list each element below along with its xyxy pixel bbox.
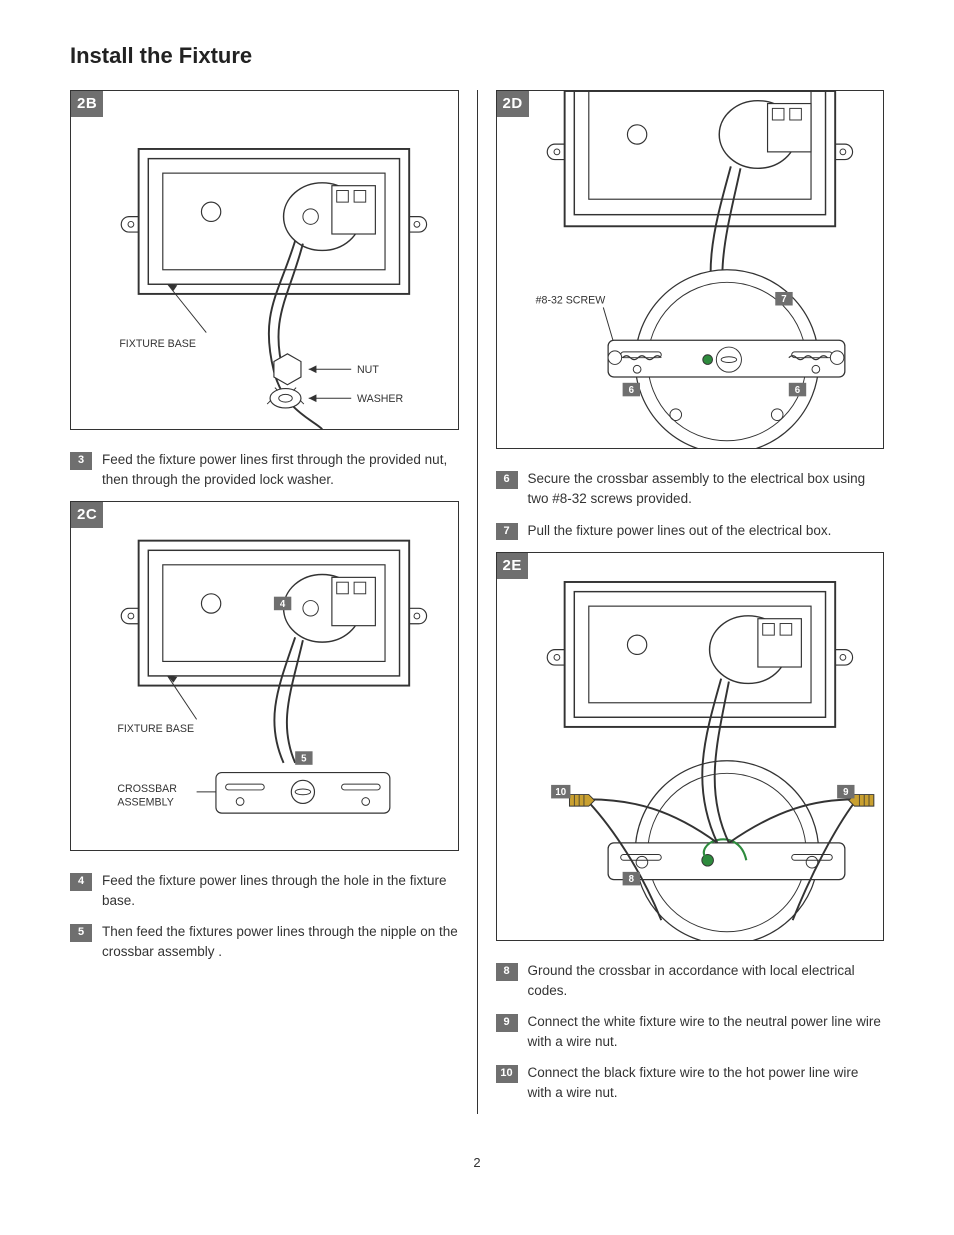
badge-8: 8 [628,875,634,886]
step-4-num: 4 [70,873,92,891]
figure-2c-label: 2C [71,502,103,528]
figure-2d-label: 2D [497,91,529,117]
left-column: 2B [70,90,477,1114]
callout-washer: WASHER [357,393,404,405]
page-title: Install the Fixture [70,40,884,72]
figure-2e: 2E [496,552,885,941]
step-3: 3 Feed the fixture power lines first thr… [70,450,459,489]
step-10: 10 Connect the black fixture wire to the… [496,1063,885,1102]
step-6-text: Secure the crossbar assembly to the elec… [528,469,885,508]
figure-2d: 2D [496,90,885,450]
step-3-num: 3 [70,452,92,470]
badge-10: 10 [555,788,566,799]
figure-2e-svg: 8 9 10 [497,553,884,940]
two-column-layout: 2B [70,90,884,1114]
step-5-num: 5 [70,924,92,942]
step-4-text: Feed the fixture power lines through the… [102,871,459,910]
badge-9: 9 [843,788,849,799]
step-8-text: Ground the crossbar in accordance with l… [528,961,885,1000]
step-6-num: 6 [496,471,518,489]
figure-2b: 2B [70,90,459,430]
svg-text:ASSEMBLY: ASSEMBLY [117,797,173,809]
step-9: 9 Connect the white fixture wire to the … [496,1012,885,1051]
step-8: 8 Ground the crossbar in accordance with… [496,961,885,1000]
figure-2e-label: 2E [497,553,528,579]
figure-2b-label: 2B [71,91,103,117]
step-7: 7 Pull the fixture power lines out of th… [496,521,885,541]
svg-text:CROSSBAR: CROSSBAR [117,783,177,795]
badge-7: 7 [781,294,786,305]
step-10-text: Connect the black fixture wire to the ho… [528,1063,885,1102]
wire-nut-left-icon [569,795,594,807]
step-6: 6 Secure the crossbar assembly to the el… [496,469,885,508]
step-10-num: 10 [496,1065,518,1083]
step-5-text: Then feed the fixtures power lines throu… [102,922,459,961]
step-5: 5 Then feed the fixtures power lines thr… [70,922,459,961]
step-4: 4 Feed the fixture power lines through t… [70,871,459,910]
callout-fixture-base-2c: FIXTURE BASE [117,723,194,735]
callout-screw: #8-32 SCREW [535,294,605,306]
right-column: 2D [477,90,885,1114]
figure-2c: 2C 4 [70,501,459,851]
step-8-num: 8 [496,963,518,981]
step-9-num: 9 [496,1014,518,1032]
badge-5: 5 [301,754,307,765]
figure-2c-svg: 4 5 FIXTURE BASE [71,502,458,850]
callout-nut: NUT [357,364,379,376]
step-7-num: 7 [496,523,518,541]
badge-6-right: 6 [794,385,800,396]
badge-4: 4 [280,599,286,610]
step-9-text: Connect the white fixture wire to the ne… [528,1012,885,1051]
badge-6-left: 6 [628,385,634,396]
figure-2b-svg: FIXTURE BASE NUT WASHER [71,91,458,429]
step-7-text: Pull the fixture power lines out of the … [528,521,885,541]
figure-2d-svg: 7 6 6 #8-32 SCREW [497,91,884,449]
page-number: 2 [70,1154,884,1173]
step-3-text: Feed the fixture power lines first throu… [102,450,459,489]
callout-fixture-base-2b: FIXTURE BASE [119,338,196,350]
